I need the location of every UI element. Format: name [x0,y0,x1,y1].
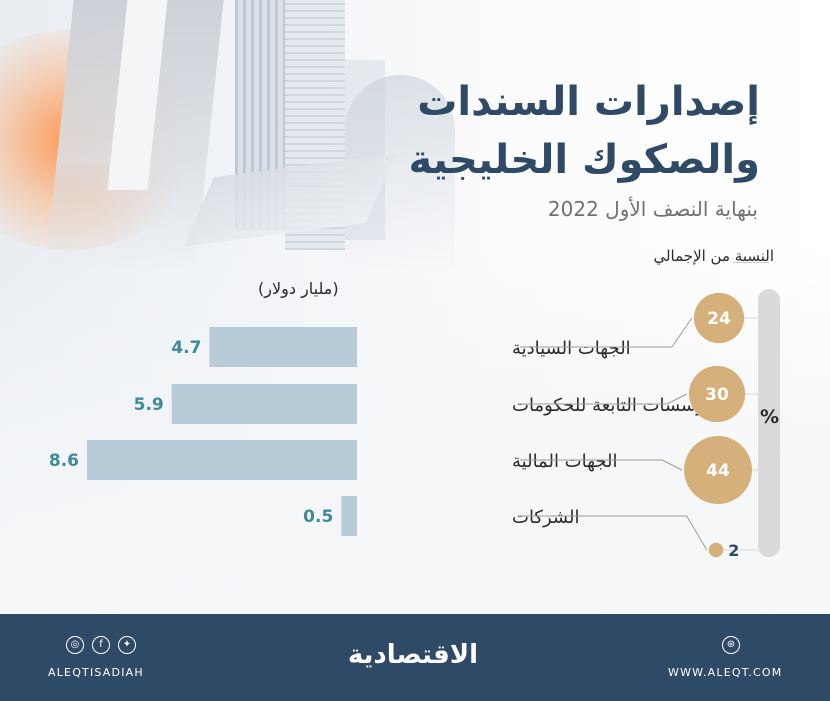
share-label-0: 24 [707,309,731,329]
share-label-1: 30 [705,385,729,405]
share-column-label: النسبة من الإجمالي [653,247,774,265]
social-handle[interactable]: ALEQTISADIAH [48,666,144,679]
page-title-line1: إصدارات السندات [417,79,760,125]
share-bubble-0 [693,292,745,344]
bar-3 [341,496,357,536]
bar-1 [171,384,357,424]
facebook-icon[interactable]: f [92,636,110,654]
page-title-line2: والصكوك الخليجية [408,137,760,183]
website-link[interactable]: WWW.ALEQT.COM [668,666,783,679]
connector-line-2 [520,459,683,471]
percent-track [758,289,780,557]
category-label-1: المؤسسات التابعة للحكومات [512,395,726,416]
share-bubble-3 [708,542,724,558]
share-label-underline [733,262,769,263]
share-label-2: 44 [706,461,730,481]
connector-line-1 [520,393,688,405]
bar-chart: 4.7 الجهات السيادية 24 5.9 المؤسسات التابعة … [49,292,758,560]
instagram-icon[interactable]: ◎ [66,636,84,654]
value-label-3: 0.5 [303,507,333,527]
twitter-icon[interactable]: ✦ [118,636,136,654]
infographic-canvas: إصدارات السندات والصكوك الخليجية بنهاية … [0,0,830,614]
globe-icon: ⊛ [722,636,740,654]
value-label-1: 5.9 [134,395,164,415]
category-label-0: الجهات السيادية [512,338,631,359]
percent-sign: % [760,406,780,428]
share-bubble-1 [688,365,746,423]
category-label-2: الجهات المالية [512,451,618,472]
connector-line-0 [520,317,693,348]
footer-bar [0,614,830,701]
connector-line-3 [520,515,708,551]
bar-2 [87,440,357,480]
value-label-2: 8.6 [49,451,79,471]
brand-logo: الاقتصادية [347,640,478,670]
bar-0 [209,327,357,367]
category-label-3: الشركات [512,507,579,528]
background-fade [0,0,830,614]
unit-label: (مليار دولار) [258,279,339,298]
share-label-3: 2 [728,541,739,560]
page-subtitle: بنهاية النصف الأول 2022 [547,197,758,221]
share-bubble-2 [684,436,752,504]
value-label-0: 4.7 [171,338,201,358]
